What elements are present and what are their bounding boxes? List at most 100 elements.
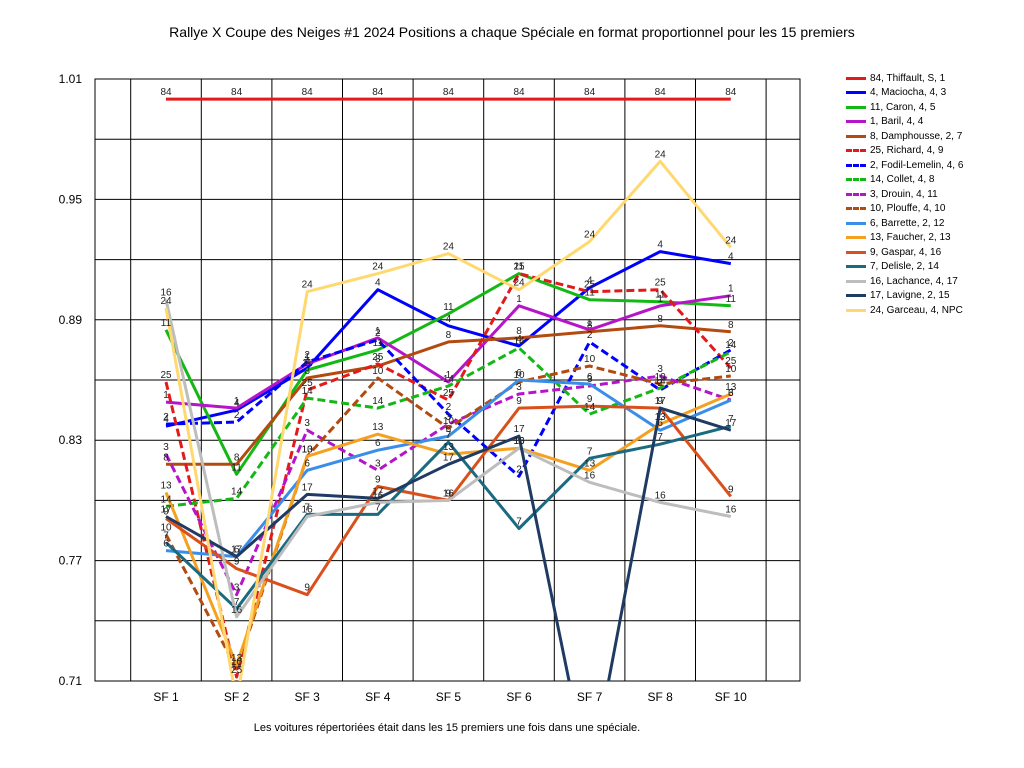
point-label: 6: [304, 458, 310, 469]
point-label: 3: [728, 388, 734, 399]
point-label: 3: [163, 442, 169, 453]
point-label: 25: [443, 388, 455, 399]
point-label: 84: [513, 87, 525, 98]
point-label: 10: [513, 370, 525, 381]
series-line: [164, 424, 732, 611]
point-label: 25: [302, 378, 314, 389]
point-label: 84: [372, 87, 384, 98]
point-label: 3: [234, 583, 240, 594]
point-label: 10: [725, 364, 737, 375]
point-label: 7: [657, 432, 663, 443]
point-label: 25: [160, 370, 172, 381]
point-label: 14: [443, 374, 455, 385]
point-label: 84: [443, 87, 455, 98]
point-label: 4: [163, 414, 169, 425]
point-label: 24: [160, 296, 172, 307]
series-line: [165, 294, 732, 410]
point-label: 11: [443, 302, 454, 313]
legend-item: 7, Delisle, 2, 14: [846, 260, 963, 275]
point-label: 7: [304, 502, 310, 513]
legend-label: 6, Barrette, 2, 12: [870, 217, 945, 229]
point-label: 14: [513, 336, 525, 347]
x-tick-label: SF 4: [365, 690, 391, 704]
point-label: 17: [443, 452, 455, 463]
point-label: 16: [513, 436, 525, 447]
series-line: [165, 406, 732, 681]
legend-item: 17, Lavigne, 2, 15: [846, 289, 963, 304]
point-label: 6: [446, 424, 452, 435]
point-label: 11: [726, 294, 737, 305]
legend-swatch: [846, 120, 866, 124]
point-label: 17: [302, 482, 314, 493]
legend-label: 7, Delisle, 2, 14: [870, 261, 939, 273]
point-label: 14: [372, 396, 384, 407]
point-label: 9: [234, 557, 240, 568]
legend-swatch: [846, 91, 866, 95]
legend-swatch: [846, 76, 866, 80]
legend-label: 10, Plouffe, 4, 10: [870, 203, 946, 215]
point-label: 10: [443, 416, 455, 427]
point-label: 17: [655, 396, 667, 407]
legend-swatch: [846, 178, 866, 182]
point-labels: 84 84 84 84 84 84 84 84 844444444441111111111111…: [160, 87, 736, 676]
point-label: 7: [587, 446, 593, 457]
point-label: 8: [234, 452, 240, 463]
point-label: 14: [584, 402, 596, 413]
point-label: 7: [516, 516, 522, 527]
point-label: 10: [231, 657, 243, 668]
y-tick-label: 0.71: [59, 674, 83, 688]
legend-item: 4, Maciocha, 4, 3: [846, 86, 963, 101]
chart-footnote: Les voitures répertoriées était dans les…: [253, 722, 641, 734]
point-label: 17: [513, 424, 525, 435]
series-line: [164, 159, 732, 681]
point-label: 8: [304, 366, 310, 377]
point-label: 16: [302, 504, 314, 515]
x-tick-label: SF 10: [715, 690, 747, 704]
point-label: 4: [375, 278, 381, 289]
legend-item: 11, Caron, 4, 5: [846, 100, 963, 115]
point-label: 4: [516, 334, 522, 345]
point-label: 25: [584, 280, 596, 291]
point-label: 4: [304, 356, 310, 367]
legend-item: 1, Baril, 4, 4: [846, 115, 963, 130]
point-label: 8: [657, 314, 663, 325]
point-label: 1: [657, 294, 663, 305]
point-label: 8: [375, 354, 381, 365]
y-tick-label: 0.89: [59, 313, 83, 327]
legend-swatch: [846, 294, 866, 298]
point-label: 6: [163, 539, 169, 550]
point-label: 25: [513, 262, 525, 273]
point-label: 13: [443, 442, 455, 453]
point-label: 84: [725, 87, 737, 98]
point-label: 2: [516, 464, 522, 475]
point-label: 14: [725, 340, 737, 351]
point-label: 11: [655, 290, 666, 301]
point-label: 7: [375, 502, 381, 513]
x-tick-label: SF 2: [224, 690, 250, 704]
point-label: 24: [302, 280, 314, 291]
point-label: 13: [513, 436, 525, 447]
point-label: 6: [657, 418, 663, 429]
point-label: 3: [657, 364, 663, 375]
point-label: 25: [725, 356, 737, 367]
series-line: [164, 272, 731, 476]
chart-title: Rallye X Coupe des Neiges #1 2024 Positi…: [169, 24, 855, 40]
point-label: 2: [234, 410, 240, 421]
legend-swatch: [846, 163, 866, 167]
point-label: 4: [728, 252, 734, 263]
point-label: 8: [516, 326, 522, 337]
point-label: 13: [584, 458, 596, 469]
point-label: 6: [516, 368, 522, 379]
legend-label: 11, Caron, 4, 5: [870, 101, 936, 113]
point-label: 4: [446, 314, 452, 325]
legend-label: 25, Richard, 4, 9: [870, 145, 944, 157]
point-label: 7: [728, 414, 734, 425]
point-label: 84: [302, 87, 314, 98]
legend-label: 84, Thiffault, S, 1: [870, 72, 946, 84]
point-label: 7: [234, 597, 240, 608]
point-label: 24: [655, 149, 667, 160]
series-line: [165, 346, 732, 508]
point-label: 25: [231, 665, 243, 676]
point-label: 2: [163, 412, 169, 423]
series-line: [164, 364, 731, 671]
